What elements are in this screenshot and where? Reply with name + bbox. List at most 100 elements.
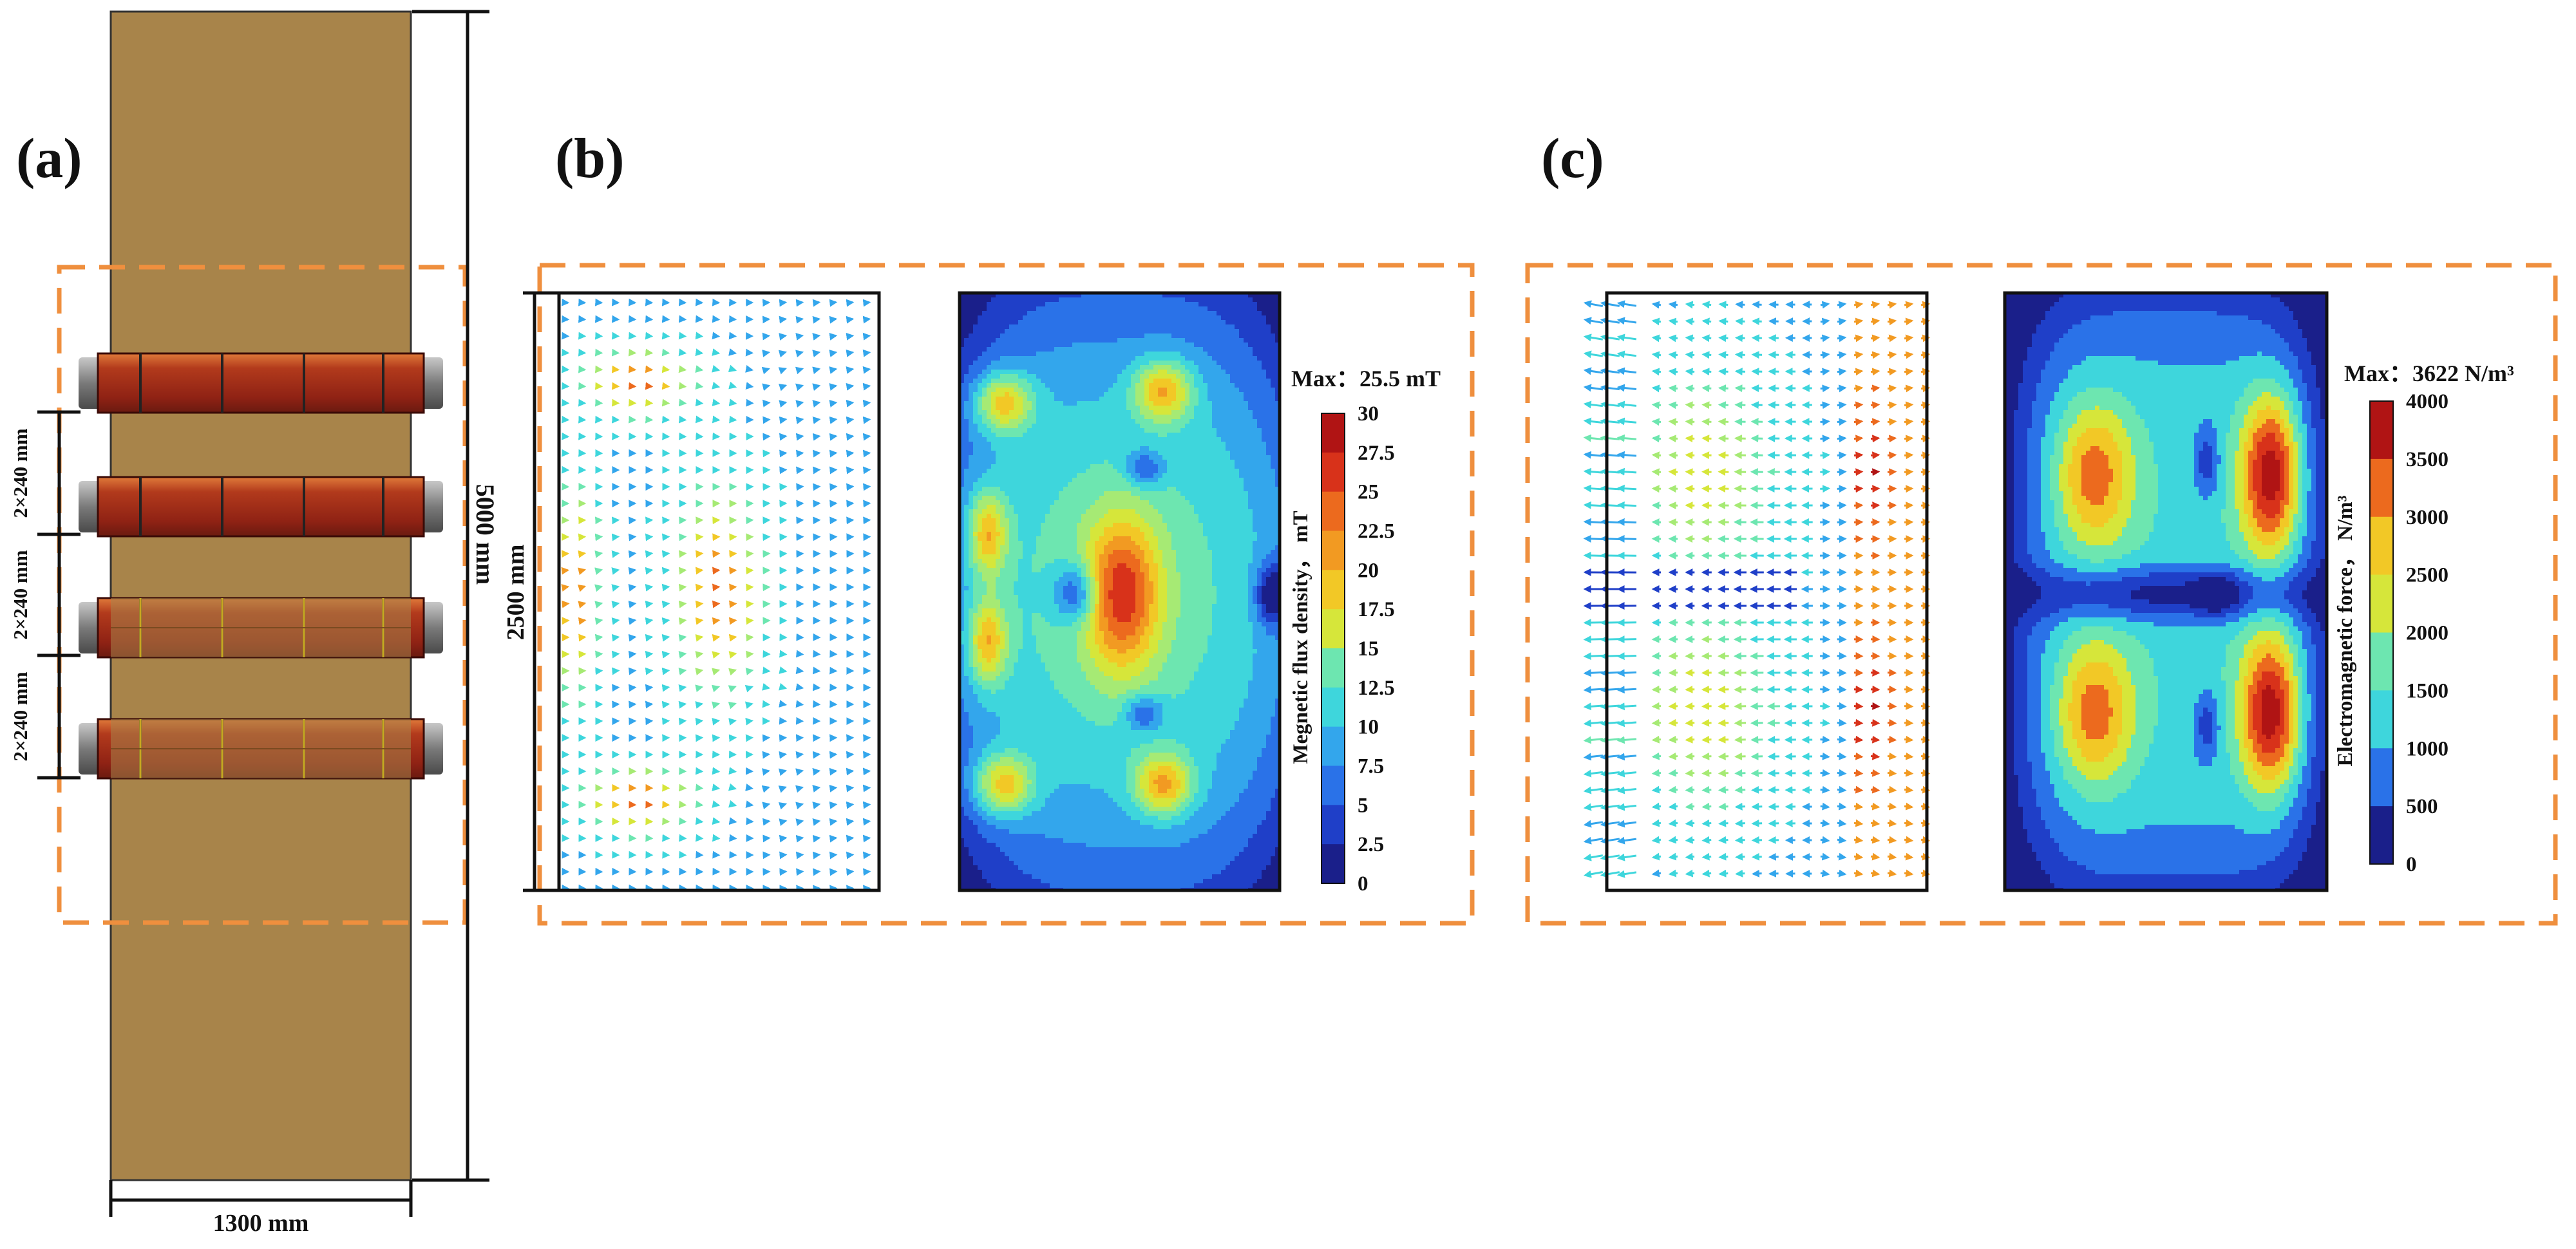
force-vector-arrow [1750, 769, 1763, 777]
force-vector-arrow [1685, 802, 1695, 811]
force-vector-arrow [1685, 334, 1695, 343]
colorbar-band [2370, 574, 2393, 633]
flux-vector-arrow [813, 500, 821, 508]
force-vector-arrow [1718, 752, 1729, 760]
force-vector-arrow [1837, 317, 1847, 326]
flux-vector-arrow [846, 767, 855, 776]
force-vector-arrow [1651, 301, 1662, 309]
flux-vector-arrow [594, 567, 603, 576]
flux-vector-arrow [628, 600, 637, 608]
force-vector-arrow [1600, 350, 1620, 359]
flux-vector-arrow [778, 350, 788, 358]
flux-vector-arrow [746, 650, 754, 659]
force-vector-arrow [1583, 417, 1604, 426]
force-vector-arrow [1751, 785, 1763, 794]
force-vector-arrow [1600, 820, 1620, 828]
force-vector-arrow [1837, 836, 1847, 844]
force-vector-arrow [1837, 718, 1847, 727]
force-vector-arrow [1651, 718, 1662, 727]
force-vector-arrow [1583, 534, 1604, 543]
flux-vector-arrow [862, 399, 871, 408]
force-vector-arrow [1820, 836, 1830, 844]
force-vector-arrow [1668, 852, 1678, 861]
colorbar-tick-label: 0 [1358, 872, 1368, 896]
force-vector-arrow [1616, 317, 1637, 325]
flux-vector-arrow [778, 384, 788, 391]
force-vector-arrow [1651, 802, 1662, 811]
panel-c: (c) Max：3622 N/m³ 4000 3500 3000 2500 2000 15… [1525, 127, 2558, 926]
colorbar-band [1321, 805, 1345, 845]
force-vector-arrow [1718, 401, 1728, 409]
force-vector-arrow [1751, 852, 1762, 861]
flux-vector-arrow [862, 767, 871, 776]
force-vector-arrow [1685, 752, 1695, 760]
flux-vector-arrow [712, 800, 721, 808]
force-vector-arrow [1616, 669, 1637, 677]
force-vector-arrow [1734, 785, 1746, 794]
force-vector-arrow [1583, 300, 1604, 308]
flux-vector-arrow [862, 332, 871, 341]
force-vector-arrow [1616, 417, 1637, 426]
colorbar-band [1321, 844, 1345, 884]
coil-end-cap-right [420, 481, 443, 532]
flux-vector-arrow [711, 684, 721, 693]
force-vector-arrow [1870, 502, 1880, 510]
force-vector-arrow [1651, 468, 1662, 476]
flux-vector-arrow [746, 583, 754, 592]
flux-vector-arrow [846, 315, 855, 324]
flux-vector-arrow [846, 399, 855, 408]
force-vector-plot [1583, 291, 1931, 892]
force-vector-arrow [1820, 869, 1830, 878]
flux-vector-arrow [695, 800, 704, 809]
flux-vector-arrow [594, 634, 603, 642]
flux-vector-arrow [862, 784, 871, 793]
flux-vector-arrow [862, 315, 871, 324]
force-vector-arrow [1904, 351, 1914, 359]
flux-vector-arrow [728, 783, 737, 791]
flux-vector-arrow [661, 332, 670, 340]
flux-vector-arrow [812, 449, 821, 458]
coil-end-cap-left [79, 723, 102, 775]
flux-vector-arrow [795, 416, 804, 424]
force-vector-arrow [1600, 719, 1620, 728]
force-vector-arrow [1837, 502, 1847, 510]
force-vector-arrow [1718, 852, 1728, 861]
flux-vector-arrow [795, 400, 804, 408]
force-vector-arrow [1701, 769, 1712, 777]
flux-vector-arrow [728, 399, 737, 407]
force-vector-arrow [1600, 317, 1620, 325]
force-vector-arrow [1701, 752, 1712, 760]
force-vector-arrow [1904, 502, 1914, 510]
force-vector-arrow [1651, 852, 1662, 861]
flux-vector-arrow [779, 466, 788, 474]
flux-vector-arrow [611, 315, 620, 323]
flux-vector-arrow [862, 834, 871, 843]
colorbar-frame [2369, 400, 2394, 865]
force-vector-arrow [1583, 317, 1604, 325]
force-vector-arrow [1600, 836, 1620, 845]
flux-vector-arrow [611, 584, 620, 592]
flux-vector-arrow [661, 533, 670, 541]
force-vector-arrow [1718, 836, 1728, 844]
flux-vector-arrow [594, 332, 603, 340]
force-vector-arrow [1616, 467, 1637, 476]
flux-colorbar-title: Megnetic flux density， mT [1289, 511, 1312, 764]
force-vector-arrow [1668, 785, 1678, 794]
flux-vector-arrow [611, 601, 620, 608]
force-vector-arrow [1734, 819, 1745, 827]
flux-vector-arrow [695, 668, 704, 675]
force-vector-arrow [1583, 853, 1604, 861]
flux-vector-arrow [661, 684, 670, 692]
force-vector-arrow [1750, 401, 1763, 409]
flux-vector-arrow [611, 382, 620, 390]
force-vector-arrow [1668, 301, 1678, 309]
force-vector-arrow [1600, 702, 1620, 711]
force-vector-arrow [1685, 702, 1695, 710]
flux-vector-arrow [695, 600, 704, 608]
colorbar-tick-label: 22.5 [1358, 520, 1395, 543]
colorbar-tick-label: 3500 [2406, 448, 2448, 471]
force-vector-arrow [1718, 317, 1728, 326]
flux-vector-arrow [661, 667, 670, 675]
flux-vector-arrow [746, 567, 754, 575]
force-vector-arrow [1820, 468, 1831, 476]
